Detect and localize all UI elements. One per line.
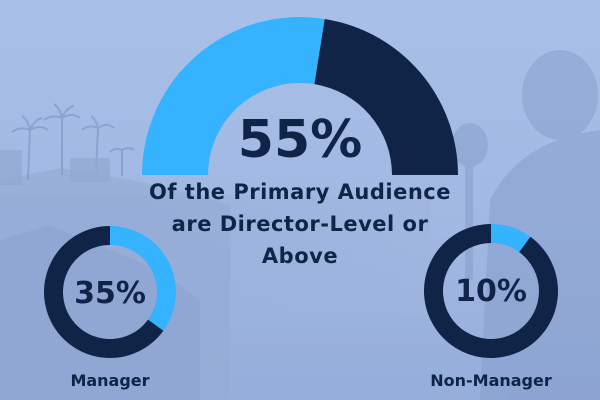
headline-caption-line-3: Above xyxy=(262,244,338,268)
non-manager-donut-chart xyxy=(423,224,558,358)
non-manager-value: 10% xyxy=(455,274,527,309)
ring-left-slice-0 xyxy=(110,226,176,331)
headline-value: 55% xyxy=(238,110,362,170)
ring-right-slice-0 xyxy=(491,224,531,253)
half-donut-chart xyxy=(142,17,459,176)
headline-caption-line-2: are Director-Level or xyxy=(172,212,429,236)
half-donut-slice-0 xyxy=(142,17,325,176)
manager-donut-chart xyxy=(43,226,176,359)
manager-label: Manager xyxy=(70,371,149,390)
half-donut-slice-1 xyxy=(314,18,459,176)
manager-value: 35% xyxy=(74,276,146,311)
non-manager-label: Non-Manager xyxy=(430,371,552,390)
headline-caption-line-1: Of the Primary Audience xyxy=(149,180,451,204)
ring-left-slice-1 xyxy=(43,226,164,359)
